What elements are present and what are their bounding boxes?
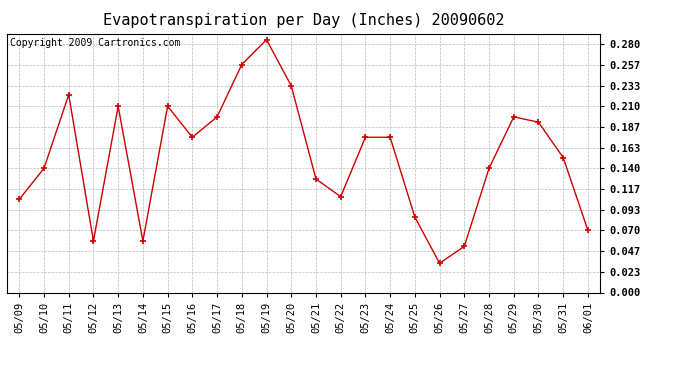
Text: Copyright 2009 Cartronics.com: Copyright 2009 Cartronics.com <box>10 38 180 48</box>
Text: Evapotranspiration per Day (Inches) 20090602: Evapotranspiration per Day (Inches) 2009… <box>103 13 504 28</box>
